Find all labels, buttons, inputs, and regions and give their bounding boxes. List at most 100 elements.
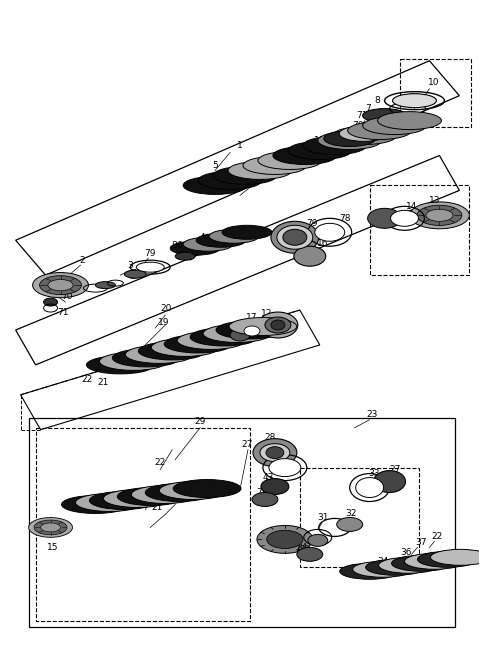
Ellipse shape <box>99 352 167 371</box>
Ellipse shape <box>125 346 193 363</box>
Ellipse shape <box>159 482 227 499</box>
Ellipse shape <box>265 317 291 333</box>
Ellipse shape <box>393 94 436 108</box>
Ellipse shape <box>363 109 407 123</box>
Ellipse shape <box>252 493 278 506</box>
Ellipse shape <box>229 318 297 335</box>
Ellipse shape <box>273 146 336 165</box>
Text: 78: 78 <box>234 325 246 335</box>
Ellipse shape <box>183 237 233 251</box>
Ellipse shape <box>257 525 313 554</box>
Ellipse shape <box>173 480 241 497</box>
Text: 17: 17 <box>199 244 211 253</box>
Text: 70: 70 <box>352 121 363 130</box>
Ellipse shape <box>183 176 247 194</box>
Ellipse shape <box>213 167 277 184</box>
Text: 26: 26 <box>274 451 286 460</box>
Ellipse shape <box>244 326 260 336</box>
Ellipse shape <box>356 478 384 497</box>
Ellipse shape <box>368 209 402 228</box>
Ellipse shape <box>267 530 303 548</box>
Ellipse shape <box>373 470 406 493</box>
Text: 30: 30 <box>167 495 178 504</box>
Ellipse shape <box>353 562 412 577</box>
Ellipse shape <box>379 558 438 573</box>
Ellipse shape <box>112 349 180 367</box>
Ellipse shape <box>271 221 319 253</box>
Ellipse shape <box>353 122 398 137</box>
Ellipse shape <box>33 272 88 298</box>
Ellipse shape <box>418 551 477 567</box>
Ellipse shape <box>261 479 289 495</box>
Text: 4: 4 <box>199 233 205 242</box>
Ellipse shape <box>391 211 419 226</box>
Text: 9: 9 <box>409 93 415 102</box>
Ellipse shape <box>196 234 246 247</box>
Ellipse shape <box>269 459 301 476</box>
Ellipse shape <box>34 520 67 535</box>
Ellipse shape <box>392 556 451 571</box>
Ellipse shape <box>363 117 426 134</box>
Text: 20: 20 <box>160 304 172 312</box>
Ellipse shape <box>409 202 469 229</box>
Bar <box>370 186 469 275</box>
Ellipse shape <box>333 127 396 144</box>
Ellipse shape <box>431 549 480 565</box>
Ellipse shape <box>277 225 313 249</box>
Ellipse shape <box>315 223 345 241</box>
Ellipse shape <box>203 325 271 342</box>
Ellipse shape <box>318 132 382 150</box>
Text: 27: 27 <box>389 465 400 474</box>
Text: 11: 11 <box>314 136 325 145</box>
Text: 12: 12 <box>261 308 273 318</box>
Ellipse shape <box>132 485 199 504</box>
Ellipse shape <box>348 121 411 140</box>
Ellipse shape <box>253 439 297 466</box>
Ellipse shape <box>96 281 115 289</box>
Ellipse shape <box>117 487 185 506</box>
Ellipse shape <box>271 320 285 330</box>
Ellipse shape <box>124 270 146 278</box>
Ellipse shape <box>177 331 245 350</box>
Text: 70: 70 <box>61 292 72 300</box>
Ellipse shape <box>426 209 453 221</box>
Text: 22: 22 <box>82 375 93 384</box>
Bar <box>29 418 456 627</box>
Ellipse shape <box>138 342 206 360</box>
Text: 71: 71 <box>356 111 367 120</box>
Ellipse shape <box>170 241 220 255</box>
Text: 21: 21 <box>98 379 109 387</box>
Ellipse shape <box>61 495 129 514</box>
Text: 14: 14 <box>406 202 417 211</box>
Ellipse shape <box>339 126 388 141</box>
Ellipse shape <box>324 131 376 146</box>
Ellipse shape <box>308 535 328 546</box>
Ellipse shape <box>230 329 250 341</box>
Text: 29: 29 <box>194 417 206 426</box>
Text: 22: 22 <box>155 458 166 467</box>
Ellipse shape <box>209 230 259 243</box>
Text: 21: 21 <box>152 503 163 512</box>
Text: 5: 5 <box>212 161 218 170</box>
Ellipse shape <box>405 554 464 569</box>
Text: 31: 31 <box>317 513 328 522</box>
Text: 3: 3 <box>128 260 133 270</box>
Text: 36: 36 <box>401 548 412 557</box>
Text: 24: 24 <box>296 543 308 552</box>
Ellipse shape <box>288 142 352 159</box>
Text: 16: 16 <box>317 239 328 248</box>
Text: 37: 37 <box>416 538 427 547</box>
Ellipse shape <box>151 338 219 356</box>
Text: 7: 7 <box>365 104 371 113</box>
Ellipse shape <box>103 489 171 508</box>
Text: 2: 2 <box>80 256 85 265</box>
Text: 22: 22 <box>432 532 443 541</box>
Ellipse shape <box>29 518 72 537</box>
Text: 86: 86 <box>171 241 183 250</box>
Ellipse shape <box>258 312 298 338</box>
Bar <box>399 59 471 127</box>
Text: 13: 13 <box>429 196 440 205</box>
Text: 17: 17 <box>246 312 258 321</box>
Ellipse shape <box>336 518 363 531</box>
Text: 8: 8 <box>375 96 381 105</box>
